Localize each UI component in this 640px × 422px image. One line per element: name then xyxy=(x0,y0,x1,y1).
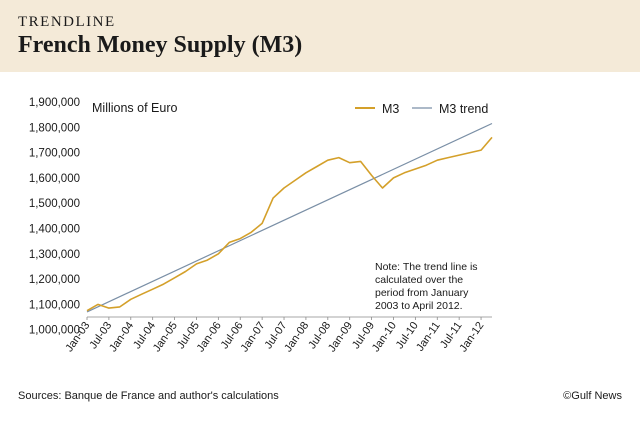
chart-area: 1,000,000 1,100,000 1,200,000 1,300,000 1,40… xyxy=(0,72,640,384)
chart-note-line: 2003 to April 2012. xyxy=(375,300,463,312)
legend-label-trend: M3 trend xyxy=(439,102,488,116)
y-tick-label: 1,500,000 xyxy=(29,198,80,210)
y-tick-label: 1,200,000 xyxy=(29,274,80,286)
y-tick-label: 1,300,000 xyxy=(29,249,80,261)
legend-label-m3: M3 xyxy=(382,102,399,116)
kicker: TRENDLINE xyxy=(18,14,116,30)
credit-text: ©Gulf News xyxy=(563,390,622,402)
chart-title: French Money Supply (M3) xyxy=(18,32,303,58)
x-axis: Jan-03Jul-03Jan-04Jul-04Jan-05Jul-05Jan-… xyxy=(63,316,492,354)
chart-note-line: Note: The trend line is xyxy=(375,261,478,273)
y-tick-label: 1,800,000 xyxy=(29,122,80,134)
y-tick-label: 1,900,000 xyxy=(29,97,80,109)
series-line-m3-trend xyxy=(86,122,493,313)
y-tick-label: 1,000,000 xyxy=(29,325,80,337)
unit-label: Millions of Euro xyxy=(92,101,177,115)
series-lines xyxy=(86,122,493,313)
y-tick-label: 1,600,000 xyxy=(29,173,80,185)
chart-note-line: calculated over the xyxy=(375,274,463,286)
y-tick-label: 1,100,000 xyxy=(29,299,80,311)
legend: M3 M3 trend xyxy=(355,102,488,116)
y-axis: 1,000,000 1,100,000 1,200,000 1,300,000 1,40… xyxy=(29,97,80,337)
y-tick-label: 1,700,000 xyxy=(29,148,80,160)
header-band: TRENDLINE French Money Supply (M3) xyxy=(0,0,640,72)
series-line-m3 xyxy=(86,136,493,312)
line-chart: 1,000,000 1,100,000 1,200,000 1,300,000 1,40… xyxy=(29,97,493,354)
chart-note: Note: The trend line is calculated over t… xyxy=(375,261,478,312)
sources-text: Sources: Banque de France and author's c… xyxy=(18,390,279,402)
chart-note-line: period from January xyxy=(375,287,469,299)
y-tick-label: 1,400,000 xyxy=(29,223,80,235)
x-tick-label: Jan-11 xyxy=(414,320,443,354)
